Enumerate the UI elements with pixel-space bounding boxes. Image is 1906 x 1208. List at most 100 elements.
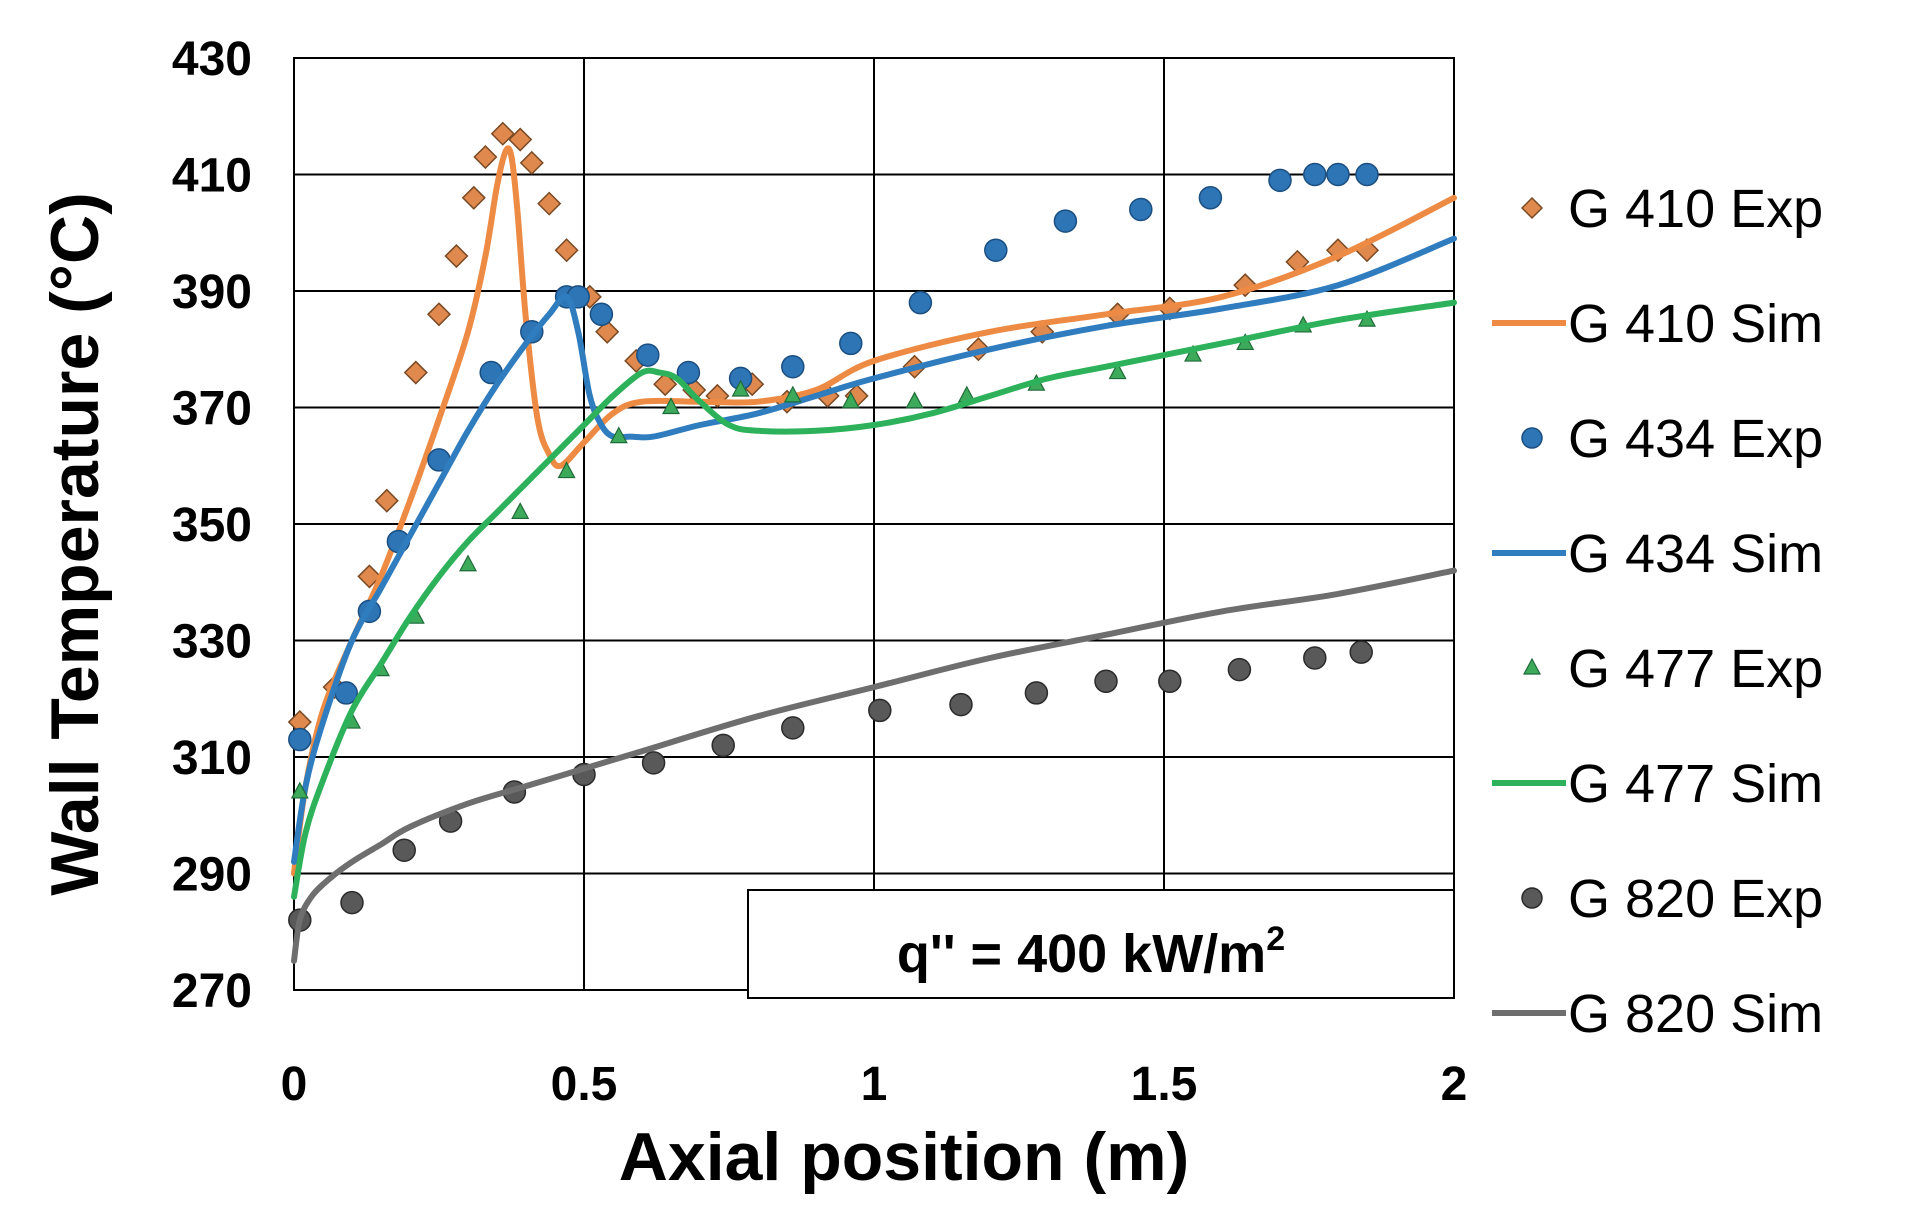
heat-flux-annotation: q'' = 400 kW/m2 [897,920,1285,984]
data-point [589,302,614,327]
data-point [357,564,382,589]
series-line [291,567,1457,964]
data-point [288,727,312,752]
series-g-410-sim [291,145,1457,877]
data-point [781,716,805,740]
annotation-box: q'' = 400 kW/m2 [747,889,1455,999]
legend-label: G 410 Sim [1568,294,1823,354]
series-g-434-exp [288,162,1379,752]
legend-diamond-swatch [1520,196,1544,220]
data-point [653,372,678,397]
legend-item: G 434 Sim [1492,524,1823,584]
data-point [392,838,416,862]
data-point [1227,657,1252,682]
x-tick-label: 1.5 [1131,1058,1198,1111]
data-point [609,426,628,444]
axes: 270 290 310 330 350 370 390 410 430 0 0.5 1 1.5 2 [172,33,1467,1111]
legend-label: G 820 Exp [1568,869,1823,929]
legend-triangle-swatch [1523,657,1541,675]
legend-label: G 410 Exp [1568,179,1823,239]
x-axis-title: Axial position (m) [619,1119,1189,1195]
data-point [1053,209,1078,233]
heat-flux-superscript: 2 [1266,920,1285,958]
data-point [1349,640,1373,664]
data-point [662,397,680,415]
legend-label: G 477 Exp [1568,639,1823,699]
legend: G 410 Exp G 410 Sim G 434 Exp G 434 Sim G 47… [1492,179,1823,1044]
data-point [508,127,533,152]
x-tick-label: 2 [1441,1058,1468,1111]
annotation-frame [747,889,1455,999]
legend-item: G 410 Sim [1492,294,1823,354]
legend-item: G 820 Sim [1492,984,1823,1044]
y-tick-label: 350 [172,499,252,552]
data-point [511,502,530,519]
series-line [291,299,1457,900]
y-axis-title: Wall Temperature (°C) [37,192,113,896]
data-point [949,692,973,717]
x-tick-label: 1 [861,1058,888,1111]
x-tick-label: 0 [281,1058,308,1111]
legend-item: G 820 Exp [1521,869,1823,929]
y-tick-label: 390 [172,266,252,319]
legend-circle-swatch [1521,887,1543,909]
data-point [519,150,544,175]
data-point [908,290,933,315]
data-point [1355,162,1379,187]
data-point [676,360,701,385]
data-point [1129,197,1153,222]
x-tick-label: 0.5 [551,1058,618,1111]
y-tick-label: 330 [172,616,252,669]
data-point [868,698,892,723]
data-point [461,185,486,210]
legend-item: G 477 Exp [1523,639,1823,699]
data-point [783,385,802,403]
data-point [841,391,860,409]
data-point [595,319,620,344]
legend-label: G 477 Sim [1568,754,1823,814]
data-point [340,890,364,915]
data-point [1268,168,1292,193]
legend-item: G 434 Exp [1521,409,1823,469]
data-point [781,354,805,379]
data-point [426,302,452,327]
data-point [290,781,309,799]
data-point [1108,362,1127,380]
legend-circle-swatch [1521,427,1543,449]
data-point [1303,646,1327,670]
data-point [1158,669,1182,694]
data-point [636,343,660,367]
data-point [444,243,469,269]
data-point [557,461,576,479]
series-g-820-exp [288,640,1373,932]
data-point [731,379,750,397]
legend-item: G 477 Sim [1492,754,1823,814]
legend-label: G 434 Sim [1568,524,1823,584]
series-g-820-sim [291,567,1457,964]
data-point [905,391,924,409]
data-point [554,238,579,263]
data-point [1184,344,1202,362]
data-point [537,191,562,216]
data-point [1024,681,1049,705]
data-series [287,121,1457,964]
data-point [374,488,399,513]
data-point [984,238,1008,262]
y-tick-label: 270 [172,965,252,1018]
data-point [1094,669,1118,694]
data-point [1198,186,1223,210]
data-point [403,360,428,385]
data-point [1326,162,1350,187]
y-tick-label: 430 [172,33,252,86]
series-g-477-sim [291,299,1457,900]
y-tick-label: 310 [172,732,252,785]
legend-label: G 434 Exp [1568,409,1823,469]
heat-flux-text: q'' = 400 kW/m [897,924,1266,984]
y-tick-label: 290 [172,849,252,902]
data-point [490,121,515,146]
data-point [711,733,735,758]
legend-label: G 820 Sim [1568,984,1823,1044]
y-tick-label: 410 [172,150,252,203]
